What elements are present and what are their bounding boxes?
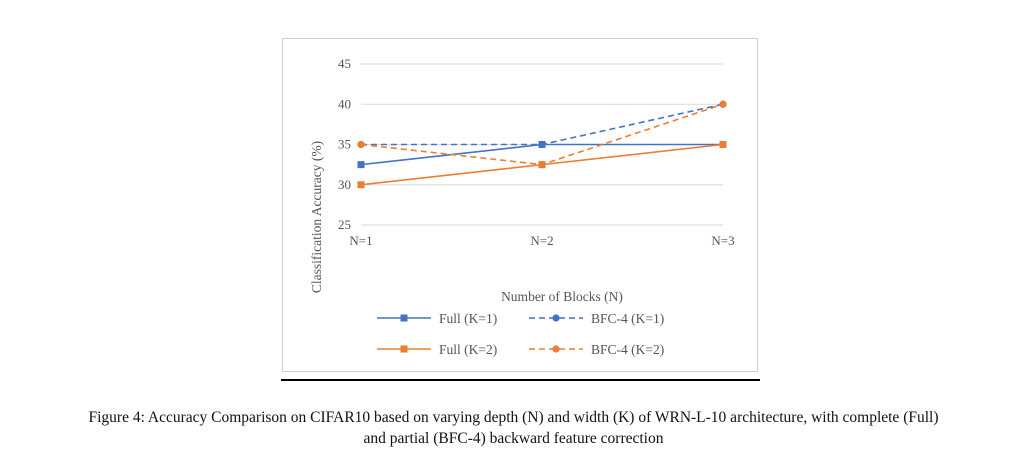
legend-swatch-marker <box>552 314 560 322</box>
series-lines <box>357 100 727 189</box>
legend-item: Full (K=1) <box>377 311 497 326</box>
series-line <box>360 103 724 166</box>
y-tick-label: 40 <box>338 96 351 111</box>
data-point <box>719 100 727 108</box>
legend-label: BFC-4 (K=2) <box>591 342 664 357</box>
x-tick-label: N=1 <box>349 233 372 248</box>
x-axis-label: Number of Blocks (N) <box>501 289 623 304</box>
data-point <box>538 161 546 169</box>
chart-frame: 25 30 35 40 45 N=1 N=2 N=3 Classification Accu… <box>282 38 758 372</box>
series-bfc4-1 <box>357 100 727 149</box>
x-tick-label: N=3 <box>711 233 734 248</box>
legend-item: BFC-4 (K=1) <box>529 311 664 326</box>
figure-caption: Figure 4: Accuracy Comparison on CIFAR10… <box>0 407 1027 449</box>
y-tick-label: 45 <box>338 56 351 71</box>
y-tick-label: 30 <box>338 177 351 192</box>
data-point <box>719 141 727 148</box>
data-point <box>357 140 365 149</box>
caption-line-1: Figure 4: Accuracy Comparison on CIFAR10… <box>88 409 939 426</box>
legend-label: Full (K=1) <box>439 311 497 326</box>
legend-swatch-marker <box>400 314 408 322</box>
legend: Full (K=1) BFC-4 (K=1) Full (K=2) BFC-4 (K=… <box>377 311 664 357</box>
x-tick-label: N=2 <box>530 233 553 248</box>
line-chart: 25 30 35 40 45 N=1 N=2 N=3 Classification Accu… <box>309 56 735 357</box>
y-tick-label: 35 <box>338 137 351 152</box>
data-point <box>357 161 365 169</box>
legend-item: Full (K=2) <box>377 342 497 357</box>
legend-label: BFC-4 (K=1) <box>591 311 664 326</box>
data-point <box>538 140 546 149</box>
x-tick-labels: N=1 N=2 N=3 <box>349 233 734 248</box>
caption-line-2: and partial (BFC-4) backward feature cor… <box>363 430 664 447</box>
series-line <box>361 103 724 146</box>
series-bfc4-3 <box>357 100 727 169</box>
legend-item: BFC-4 (K=2) <box>529 342 664 357</box>
y-axis-label: Classification Accuracy (%) <box>309 141 324 293</box>
legend-swatch-marker <box>400 345 408 353</box>
y-tick-label: 25 <box>338 217 351 232</box>
y-tick-labels: 25 30 35 40 45 <box>338 56 351 232</box>
legend-label: Full (K=2) <box>439 342 497 357</box>
legend-swatch-marker <box>552 345 560 353</box>
data-point <box>357 181 365 189</box>
caption-rule <box>281 379 760 381</box>
